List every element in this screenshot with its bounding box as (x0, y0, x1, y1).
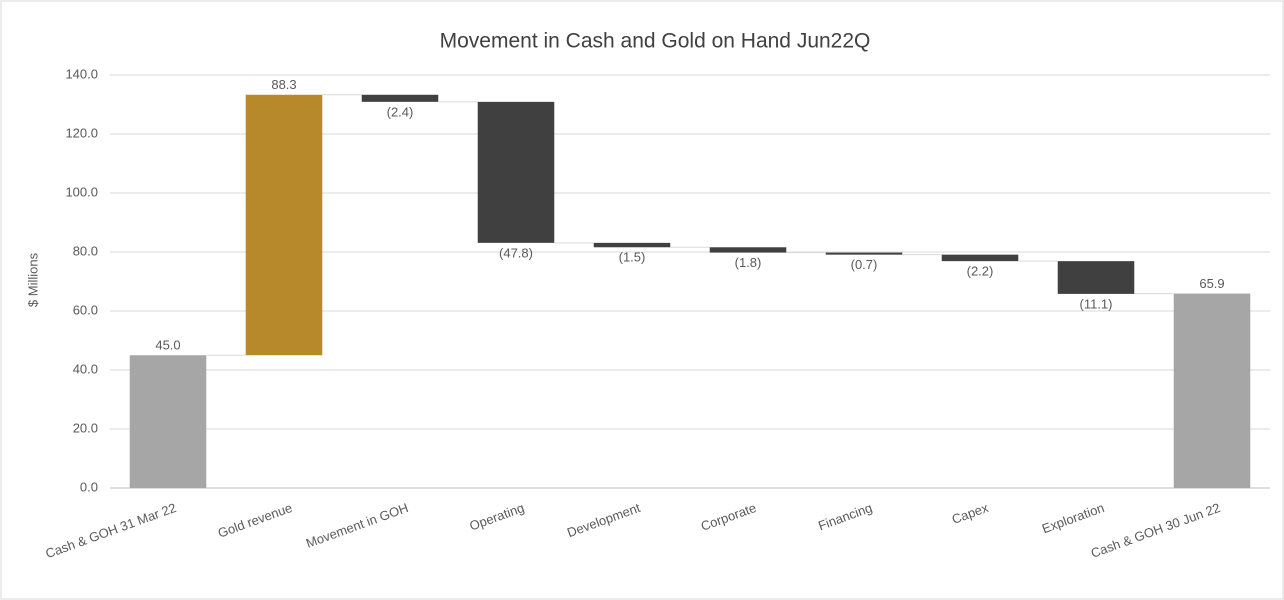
value-label: (2.4) (387, 104, 414, 119)
y-tick-label: 140.0 (65, 66, 98, 81)
bar (129, 355, 207, 488)
y-axis-label: $ Millions (25, 252, 40, 307)
value-label: (0.7) (851, 257, 878, 272)
value-label: 65.9 (1199, 276, 1224, 291)
bar (361, 94, 439, 102)
y-tick-label: 80.0 (73, 243, 98, 258)
y-tick-label: 40.0 (73, 361, 98, 376)
bar (245, 94, 323, 356)
value-label: (11.1) (1080, 296, 1113, 311)
bar (941, 254, 1019, 262)
y-tick-label: 60.0 (73, 302, 98, 317)
bar (709, 247, 787, 253)
bar (477, 101, 555, 243)
value-label: (2.2) (967, 264, 994, 279)
value-label: 45.0 (155, 338, 180, 353)
bar (1057, 261, 1135, 294)
value-label: (1.8) (735, 255, 762, 270)
bar (825, 252, 903, 255)
value-label: (1.5) (619, 250, 646, 265)
bar (593, 242, 671, 248)
chart-title: Movement in Cash and Gold on Hand Jun22Q (440, 30, 871, 53)
value-label: (47.8) (499, 245, 533, 260)
value-label: 88.3 (271, 77, 296, 92)
bar (1173, 293, 1251, 488)
y-tick-label: 0.0 (80, 479, 98, 494)
y-tick-label: 20.0 (73, 420, 98, 435)
y-tick-label: 100.0 (65, 184, 98, 199)
y-tick-label: 120.0 (65, 125, 98, 140)
